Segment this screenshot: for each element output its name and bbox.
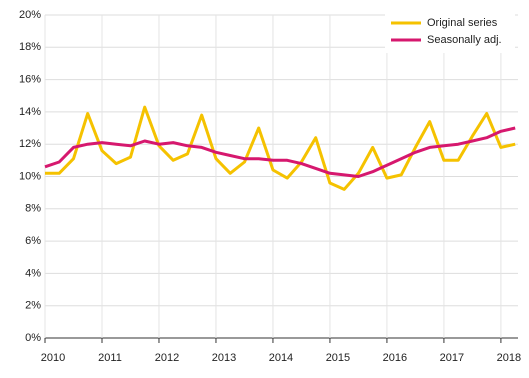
line bbox=[45, 105, 516, 191]
x-tick-label: 2015 bbox=[326, 352, 350, 364]
y-tick-label: 20% bbox=[19, 9, 41, 21]
x-tick-label: 2018 bbox=[497, 352, 521, 364]
x-tick-label: 2017 bbox=[440, 352, 464, 364]
x-tick-label: 2013 bbox=[212, 352, 236, 364]
legend-box bbox=[385, 13, 515, 53]
y-tick-label: 6% bbox=[25, 235, 41, 247]
y-tick-label: 18% bbox=[19, 41, 41, 53]
x-tick-label: 2016 bbox=[383, 352, 407, 364]
y-tick-label: 12% bbox=[19, 138, 41, 150]
y-tick-label: 14% bbox=[19, 106, 41, 118]
legend-label: Seasonally adj. bbox=[427, 34, 502, 46]
y-tick-label: 16% bbox=[19, 74, 41, 86]
y-tick-label: 2% bbox=[25, 300, 41, 312]
x-tick-label: 2012 bbox=[155, 352, 179, 364]
line bbox=[44, 126, 516, 178]
x-tick-label: 2011 bbox=[98, 352, 122, 364]
y-tick-label: 10% bbox=[19, 170, 41, 182]
x-tick-label: 2010 bbox=[41, 352, 65, 364]
y-tick-label: 4% bbox=[25, 267, 41, 279]
y-tick-label: 8% bbox=[25, 203, 41, 215]
legend-label: Original series bbox=[427, 17, 498, 29]
y-tick-label: 0% bbox=[25, 332, 41, 344]
x-tick-label: 2014 bbox=[269, 352, 293, 364]
